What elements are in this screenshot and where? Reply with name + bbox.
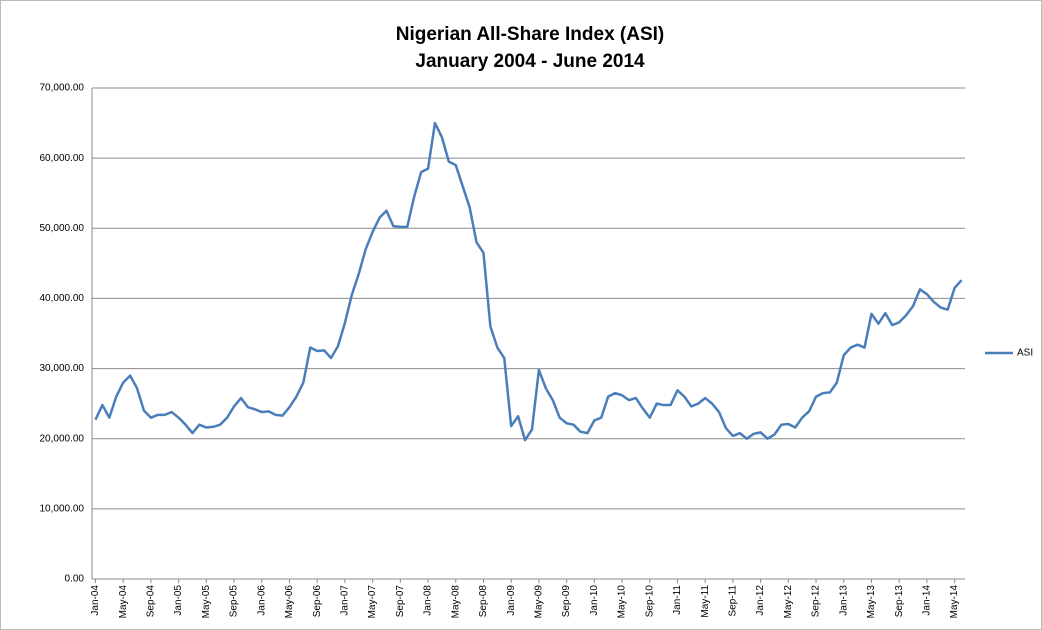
x-tick-label: Sep-12 (811, 585, 822, 618)
x-tick-label: Jan-11 (672, 585, 683, 615)
x-tick-label: Sep-11 (728, 585, 739, 617)
x-tick-label: Jan-09 (506, 585, 517, 616)
x-tick-label: May-11 (700, 585, 711, 618)
x-tick-label: May-05 (201, 585, 212, 619)
y-tick-label: 40,000.00 (40, 293, 85, 304)
x-tick-label: May-04 (118, 585, 129, 619)
y-tick-label: 20,000.00 (40, 433, 85, 444)
x-tick-label: May-06 (284, 585, 295, 619)
x-tick-label: Sep-06 (312, 585, 323, 618)
chart-title: Nigerian All-Share Index (ASI) (396, 24, 665, 45)
x-tick-label: May-13 (866, 585, 877, 619)
x-tick-label: Jan-04 (90, 585, 101, 616)
y-tick-label: 50,000.00 (40, 223, 85, 234)
x-tick-label: May-08 (450, 585, 461, 619)
legend-label: ASI (1017, 348, 1033, 359)
x-tick-label: Sep-08 (478, 585, 489, 618)
x-tick-label: Jan-08 (423, 585, 434, 616)
x-tick-label: May-10 (617, 585, 628, 619)
y-tick-label: 0.00 (65, 574, 85, 585)
y-tick-label: 60,000.00 (40, 153, 85, 164)
data-line (94, 121, 963, 442)
x-tick-label: Jan-12 (755, 585, 766, 616)
x-tick-label: Jan-13 (838, 585, 849, 616)
y-tick-label: 70,000.00 (40, 83, 85, 94)
x-tick-label: Jan-06 (256, 585, 267, 616)
x-tick-label: May-09 (534, 585, 545, 619)
x-tick-label: Sep-13 (894, 585, 905, 618)
chart-subtitle: January 2004 - June 2014 (415, 51, 645, 72)
y-tick-label: 30,000.00 (40, 363, 85, 374)
x-tick-label: Sep-09 (561, 585, 572, 618)
x-tick-label: May-12 (783, 585, 794, 619)
x-tick-label: Jan-10 (589, 585, 600, 616)
x-tick-label: Jan-05 (173, 585, 184, 616)
x-tick-label: Sep-04 (146, 585, 157, 618)
x-tick-label: Sep-05 (229, 585, 240, 618)
y-tick-label: 10,000.00 (40, 503, 85, 514)
x-tick-label: Jan-14 (922, 585, 933, 616)
x-tick-label: Sep-07 (395, 585, 406, 618)
x-tick-label: May-14 (949, 585, 960, 619)
x-tick-label: May-07 (367, 585, 378, 619)
x-tick-label: Jan-07 (340, 585, 351, 616)
x-tick-label: Sep-10 (644, 585, 655, 618)
